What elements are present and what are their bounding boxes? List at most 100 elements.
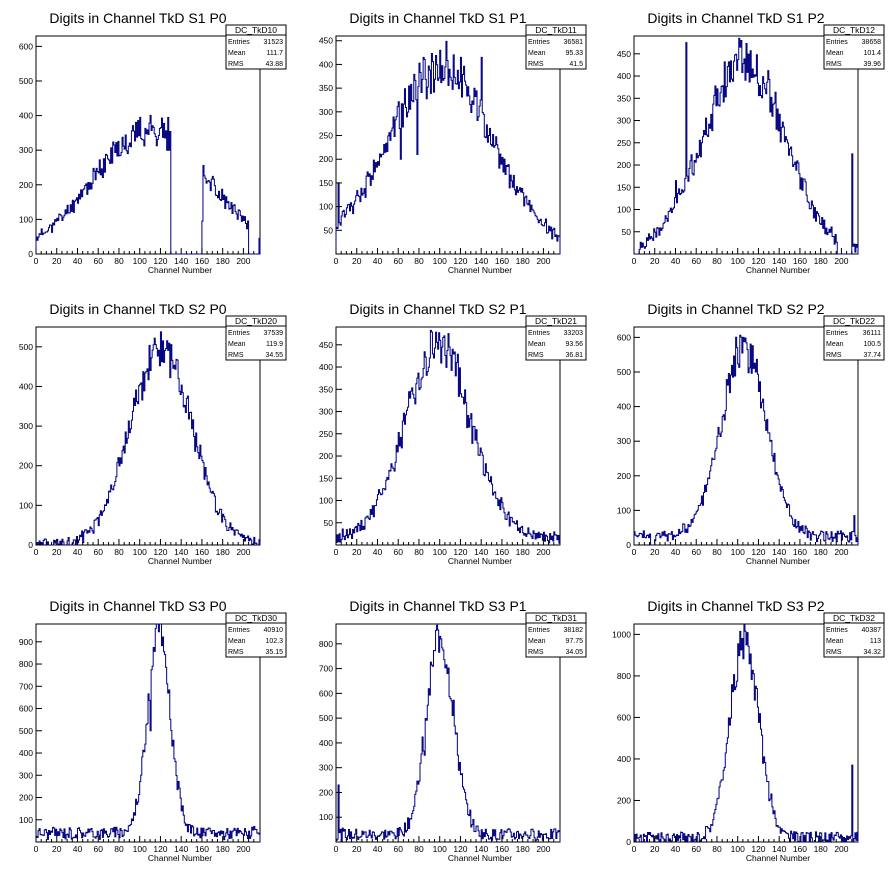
stats-histogram-name: DC_TkD31 [535, 613, 577, 623]
stats-histogram-name: DC_TkD30 [235, 613, 277, 623]
x-tick-label: 80 [712, 256, 722, 266]
stats-value-rms: 39.96 [863, 61, 881, 68]
stats-value-rms: 37.74 [863, 352, 881, 359]
y-tick-label: 200 [617, 795, 631, 805]
stats-box-frame [823, 315, 885, 361]
y-tick-label: 200 [319, 154, 333, 164]
x-tick-label: 60 [93, 256, 103, 266]
y-tick-label: 300 [19, 145, 33, 155]
x-tick-label: 140 [772, 844, 786, 854]
histogram-panel: Digits in Channel TkD S1 P2 0 20 40 60 80 100 1… [617, 10, 885, 275]
x-tick-label: 60 [691, 256, 701, 266]
plot-frame [633, 326, 859, 546]
stats-label-entries: Entries [826, 627, 848, 634]
x-tick-label: 180 [814, 256, 828, 266]
plot-frame [633, 623, 859, 843]
x-tick-label: 200 [236, 547, 250, 557]
plot-frame [35, 326, 261, 546]
y-tick-label: 800 [19, 659, 33, 669]
histogram-panel: Digits in Channel TkD S2 P1 0 20 40 60 80 100 1… [319, 301, 587, 566]
histogram-panel: Digits in Channel TkD S2 P0 0 20 40 60 80 100 1… [19, 301, 287, 566]
histogram-series [35, 623, 261, 842]
x-tick-label: 200 [834, 547, 848, 557]
x-tick-label: 180 [814, 547, 828, 557]
x-tick-label: 120 [751, 844, 765, 854]
y-tick-label: 400 [617, 402, 631, 412]
y-tick-label: 450 [319, 340, 333, 350]
y-tick-label: 450 [617, 49, 631, 59]
histogram-series [634, 37, 859, 255]
x-tick-label: 180 [516, 547, 530, 557]
x-tick-label: 160 [495, 844, 509, 854]
stats-histogram-name: DC_TkD12 [833, 25, 875, 35]
y-tick-label: 250 [319, 131, 333, 141]
x-tick-label: 20 [352, 256, 362, 266]
x-tick-label: 100 [133, 256, 147, 266]
y-tick-label: 100 [319, 496, 333, 506]
x-tick-label: 40 [373, 844, 383, 854]
x-tick-label: 0 [334, 256, 339, 266]
x-tick-label: 180 [814, 844, 828, 854]
x-tick-label: 120 [153, 547, 167, 557]
y-tick-label: 250 [617, 138, 631, 148]
stats-value-mean: 119.9 [266, 341, 283, 348]
x-tick-label: 160 [495, 256, 509, 266]
x-tick-label: 100 [433, 547, 447, 557]
x-tick-label: 40 [373, 256, 383, 266]
stats-histogram-name: DC_TkD22 [833, 316, 875, 326]
plot-frame [633, 35, 859, 255]
stats-value-rms: 35.15 [265, 649, 283, 656]
x-axis-label: Channel Number [148, 853, 212, 863]
y-tick-label: 600 [19, 41, 33, 51]
stats-box-frame [823, 612, 885, 658]
y-tick-label: 100 [19, 214, 33, 224]
y-tick-label: 300 [319, 107, 333, 117]
x-tick-label: 20 [352, 547, 362, 557]
histogram-panel: Digits in Channel TkD S3 P1 0 20 40 60 80 100 1… [319, 598, 587, 863]
y-tick-label: 450 [319, 36, 333, 46]
y-tick-label: 200 [617, 471, 631, 481]
x-tick-label: 160 [793, 844, 807, 854]
stats-value-mean: 95.33 [565, 50, 583, 57]
y-tick-label: 200 [19, 180, 33, 190]
x-tick-label: 60 [393, 256, 403, 266]
y-tick-label: 400 [617, 754, 631, 764]
y-tick-label: 500 [19, 342, 33, 352]
stats-value-mean: 111.7 [267, 50, 284, 57]
x-axis-label: Channel Number [448, 556, 512, 566]
histogram-panel: Digits in Channel TkD S1 P1 0 20 40 60 80 100 1… [319, 10, 587, 275]
x-tick-label: 80 [414, 547, 424, 557]
x-tick-label: 180 [516, 256, 530, 266]
x-tick-label: 160 [195, 256, 209, 266]
y-tick-label: 500 [319, 713, 333, 723]
x-tick-label: 0 [632, 844, 637, 854]
x-tick-label: 120 [453, 547, 467, 557]
x-tick-label: 80 [114, 256, 124, 266]
stats-label-entries: Entries [528, 39, 550, 46]
x-axis-label: Channel Number [148, 556, 212, 566]
chart-title: Digits in Channel TkD S2 P1 [349, 301, 526, 317]
stats-label-rms: RMS [826, 649, 842, 656]
y-tick-label: 600 [617, 332, 631, 342]
stats-box-frame [525, 24, 587, 70]
y-tick-label: 600 [19, 704, 33, 714]
histogram-panel: Digits in Channel TkD S3 P2 0 20 40 60 80 100 1… [612, 598, 885, 863]
x-tick-label: 80 [114, 844, 124, 854]
stats-label-mean: Mean [528, 341, 546, 348]
stats-box-frame [525, 315, 587, 361]
y-tick-label: 50 [622, 227, 632, 237]
x-tick-label: 0 [334, 547, 339, 557]
stats-box: DC_TkD10 Entries 31523 Mean 111.7 RMS 43.88 [225, 24, 287, 70]
x-tick-label: 120 [453, 256, 467, 266]
y-tick-label: 100 [19, 815, 33, 825]
x-tick-label: 120 [751, 547, 765, 557]
y-tick-label: 100 [617, 505, 631, 515]
y-tick-label: 300 [319, 763, 333, 773]
x-tick-label: 40 [671, 844, 681, 854]
histogram-panel: Digits in Channel TkD S3 P0 0 20 40 60 80 100 1… [19, 598, 287, 863]
y-tick-label: 100 [319, 812, 333, 822]
x-tick-label: 80 [114, 547, 124, 557]
x-tick-label: 200 [236, 844, 250, 854]
stats-value-mean: 100.5 [863, 341, 881, 348]
x-tick-label: 20 [52, 844, 62, 854]
